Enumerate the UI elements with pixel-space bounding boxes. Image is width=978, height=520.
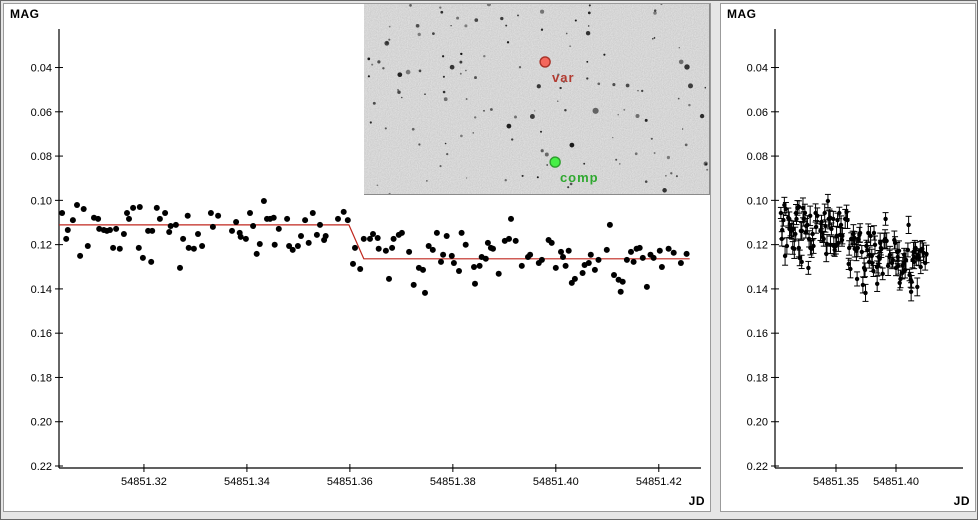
right-light-curve-panel: 0.04 0.06 0.08 0.10 0.12 0.14 0.16 0.18 0.20 0.22…: [720, 3, 976, 512]
left-light-curve-panel: 0.04 0.06 0.08 0.10 0.12 0.14 0.16 0.18 0.20 0.22…: [3, 3, 711, 512]
svg-text:0.20: 0.20: [747, 417, 768, 429]
svg-text:0.18: 0.18: [31, 372, 52, 384]
svg-text:0.16: 0.16: [747, 328, 768, 340]
svg-text:54851.35: 54851.35: [813, 476, 859, 488]
svg-text:0.22: 0.22: [31, 461, 52, 473]
star-field-image: var comp: [364, 4, 709, 194]
svg-text:54851.40: 54851.40: [533, 476, 579, 488]
svg-text:54851.34: 54851.34: [224, 476, 270, 488]
left-y-axis-title: MAG: [10, 7, 40, 21]
svg-text:0.16: 0.16: [31, 328, 52, 340]
svg-text:0.04: 0.04: [747, 63, 768, 75]
svg-text:0.14: 0.14: [747, 284, 768, 296]
svg-text:0.06: 0.06: [747, 107, 768, 119]
svg-text:0.20: 0.20: [31, 417, 52, 429]
svg-text:0.18: 0.18: [747, 372, 768, 384]
svg-text:0.12: 0.12: [31, 240, 52, 252]
svg-text:54851.36: 54851.36: [327, 476, 373, 488]
svg-text:54851.40: 54851.40: [873, 476, 919, 488]
svg-text:54851.32: 54851.32: [121, 476, 167, 488]
svg-text:0.04: 0.04: [31, 63, 52, 75]
svg-text:0.08: 0.08: [747, 151, 768, 163]
svg-text:54851.38: 54851.38: [430, 476, 476, 488]
svg-text:0.10: 0.10: [31, 195, 52, 207]
left-x-axis-title: JD: [688, 494, 705, 508]
svg-text:0.06: 0.06: [31, 107, 52, 119]
right-light-curve-chart: 0.04 0.06 0.08 0.10 0.12 0.14 0.16 0.18 0.20 0.22…: [747, 29, 963, 488]
right-x-axis-title: JD: [953, 494, 970, 508]
finder-chart-inset: var comp: [364, 4, 710, 195]
left-light-curve-chart: 0.04 0.06 0.08 0.10 0.12 0.14 0.16 0.18 0.20 0.22…: [31, 29, 701, 488]
svg-text:0.10: 0.10: [747, 195, 768, 207]
var-label: var: [552, 70, 575, 85]
svg-text:0.14: 0.14: [31, 284, 52, 296]
comp-label: comp: [560, 170, 599, 185]
svg-text:0.08: 0.08: [31, 151, 52, 163]
svg-text:54851.42: 54851.42: [636, 476, 682, 488]
comp-marker: [549, 156, 561, 168]
var-marker: [539, 56, 551, 68]
svg-text:0.12: 0.12: [747, 240, 768, 252]
right-y-axis-title: MAG: [727, 7, 757, 21]
svg-text:0.22: 0.22: [747, 461, 768, 473]
